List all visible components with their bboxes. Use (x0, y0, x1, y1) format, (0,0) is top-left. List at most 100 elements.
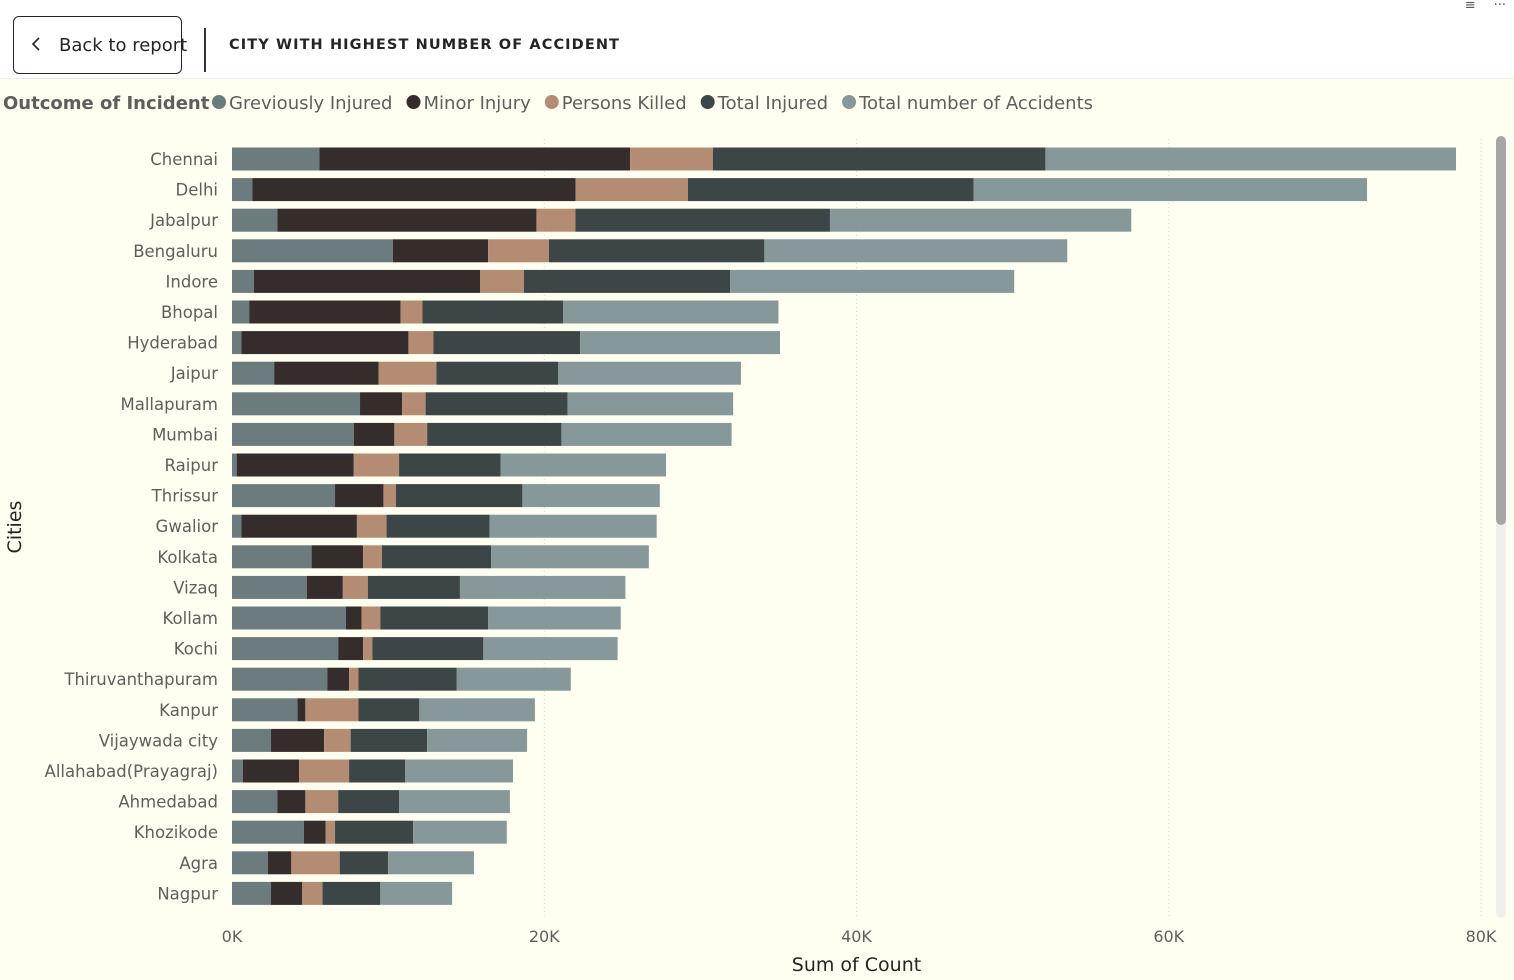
bar-segment (353, 422, 395, 446)
bar-segment (232, 790, 278, 814)
legend-item: Persons Killed (562, 93, 687, 114)
bar-segment (433, 331, 581, 355)
x-tick-label: 60K (1153, 927, 1184, 946)
visual-header-icons: ≡ ··· (1465, 0, 1506, 14)
bar-segment (232, 453, 237, 477)
y-axis-title: Cities (4, 501, 26, 554)
filter-icon[interactable]: ≡ (1464, 0, 1476, 13)
bar-segment (399, 790, 510, 814)
bar-segment (277, 790, 306, 814)
bar-segment (400, 300, 423, 324)
bar-segment (349, 667, 359, 691)
x-tick-label: 0K (222, 927, 243, 946)
bar-segment (342, 575, 368, 599)
bar-segment (306, 575, 343, 599)
bar-segment (232, 851, 268, 875)
bar-segment (299, 759, 350, 783)
bar-segment (242, 759, 300, 783)
bar-segment (232, 881, 272, 905)
x-tick-label: 20K (529, 927, 560, 946)
x-tick-label: 80K (1466, 927, 1497, 946)
bar-segment (232, 820, 304, 844)
bar-segment (562, 300, 779, 324)
legend-item: Total number of Accidents (858, 93, 1093, 114)
bar-segment (575, 178, 688, 202)
back-to-report-button[interactable]: Back to report (13, 16, 187, 74)
chevron-left-icon (31, 37, 40, 51)
legend-item: Greviously Injured (229, 93, 393, 114)
bar-segment (536, 208, 576, 232)
bar-segment (345, 606, 362, 630)
bar-segment (488, 606, 621, 630)
bar-segment (241, 514, 357, 538)
bar-segment (232, 606, 346, 630)
bar-segment (232, 667, 328, 691)
bar-segment (413, 820, 507, 844)
category-label: Mumbai (152, 425, 218, 444)
bar-segment (232, 545, 312, 569)
bar-segment (241, 331, 409, 355)
bar-segment (456, 667, 571, 691)
bar-segment (232, 759, 243, 783)
scrollbar-thumb[interactable] (1496, 136, 1506, 525)
bar-segment (764, 239, 1068, 263)
category-label: Bengaluru (133, 242, 218, 261)
category-label: Hyderabad (127, 334, 218, 353)
bar-segment (232, 637, 339, 661)
category-label: Thiruvanthapuram (63, 670, 218, 689)
bar-segment (548, 239, 765, 263)
bar-segment (358, 667, 457, 691)
x-axis-title: Sum of Count (792, 954, 921, 976)
page-header: Back to report CITY WITH HIGHEST NUMBER … (0, 0, 1514, 79)
x-tick-label: 40K (841, 927, 872, 946)
bar-segment (271, 728, 325, 752)
bar-segment (232, 514, 242, 538)
bar-segment (394, 422, 428, 446)
bar-segment (267, 851, 292, 875)
more-options-icon[interactable]: ··· (1493, 0, 1506, 13)
chart-scrollbar[interactable] (1496, 136, 1506, 918)
bar-segment (480, 269, 524, 293)
bar-segment (277, 208, 537, 232)
bar-segment (436, 361, 559, 385)
bar-segment (367, 575, 460, 599)
bar-segment (232, 331, 242, 355)
bar-segment (561, 422, 732, 446)
bar-segment (232, 361, 275, 385)
bar-segment (408, 331, 434, 355)
bar-segment (358, 698, 420, 722)
bar-segment (488, 239, 549, 263)
bar-segment (327, 667, 350, 691)
bar-segment (311, 545, 364, 569)
category-label: Khozikode (134, 823, 218, 842)
category-label: Raipur (164, 456, 218, 475)
bar-chart: 0K 20K 40K 60K 80K Outcome of Incident Greviou… (3, 93, 1497, 976)
legend-marker (700, 95, 715, 109)
bar-segment (232, 698, 298, 722)
bar-segment (422, 300, 563, 324)
bar-segment (419, 698, 535, 722)
bar-segment (427, 728, 528, 752)
category-label: Agra (179, 854, 218, 873)
category-label: Gwalior (156, 517, 219, 536)
bar-segment (378, 361, 437, 385)
bar-segment (297, 698, 306, 722)
bar-segment (372, 637, 484, 661)
bar-segment (232, 300, 250, 324)
bar-segment (232, 269, 254, 293)
bar-segment (338, 790, 400, 814)
legend-marker (212, 95, 226, 109)
category-label: Chennai (150, 150, 218, 169)
bar-segment (523, 269, 731, 293)
bar-segment (271, 881, 303, 905)
bar-segment (349, 759, 406, 783)
category-label: Mallapuram (120, 395, 218, 414)
category-label: Kanpur (159, 701, 218, 720)
bar-segment (630, 147, 713, 171)
category-label: Kochi (174, 640, 218, 659)
bar-segment (491, 545, 649, 569)
bar-segment (236, 453, 354, 477)
bar-segment (500, 453, 667, 477)
bar-segment (232, 728, 272, 752)
bar-segment (575, 208, 830, 232)
